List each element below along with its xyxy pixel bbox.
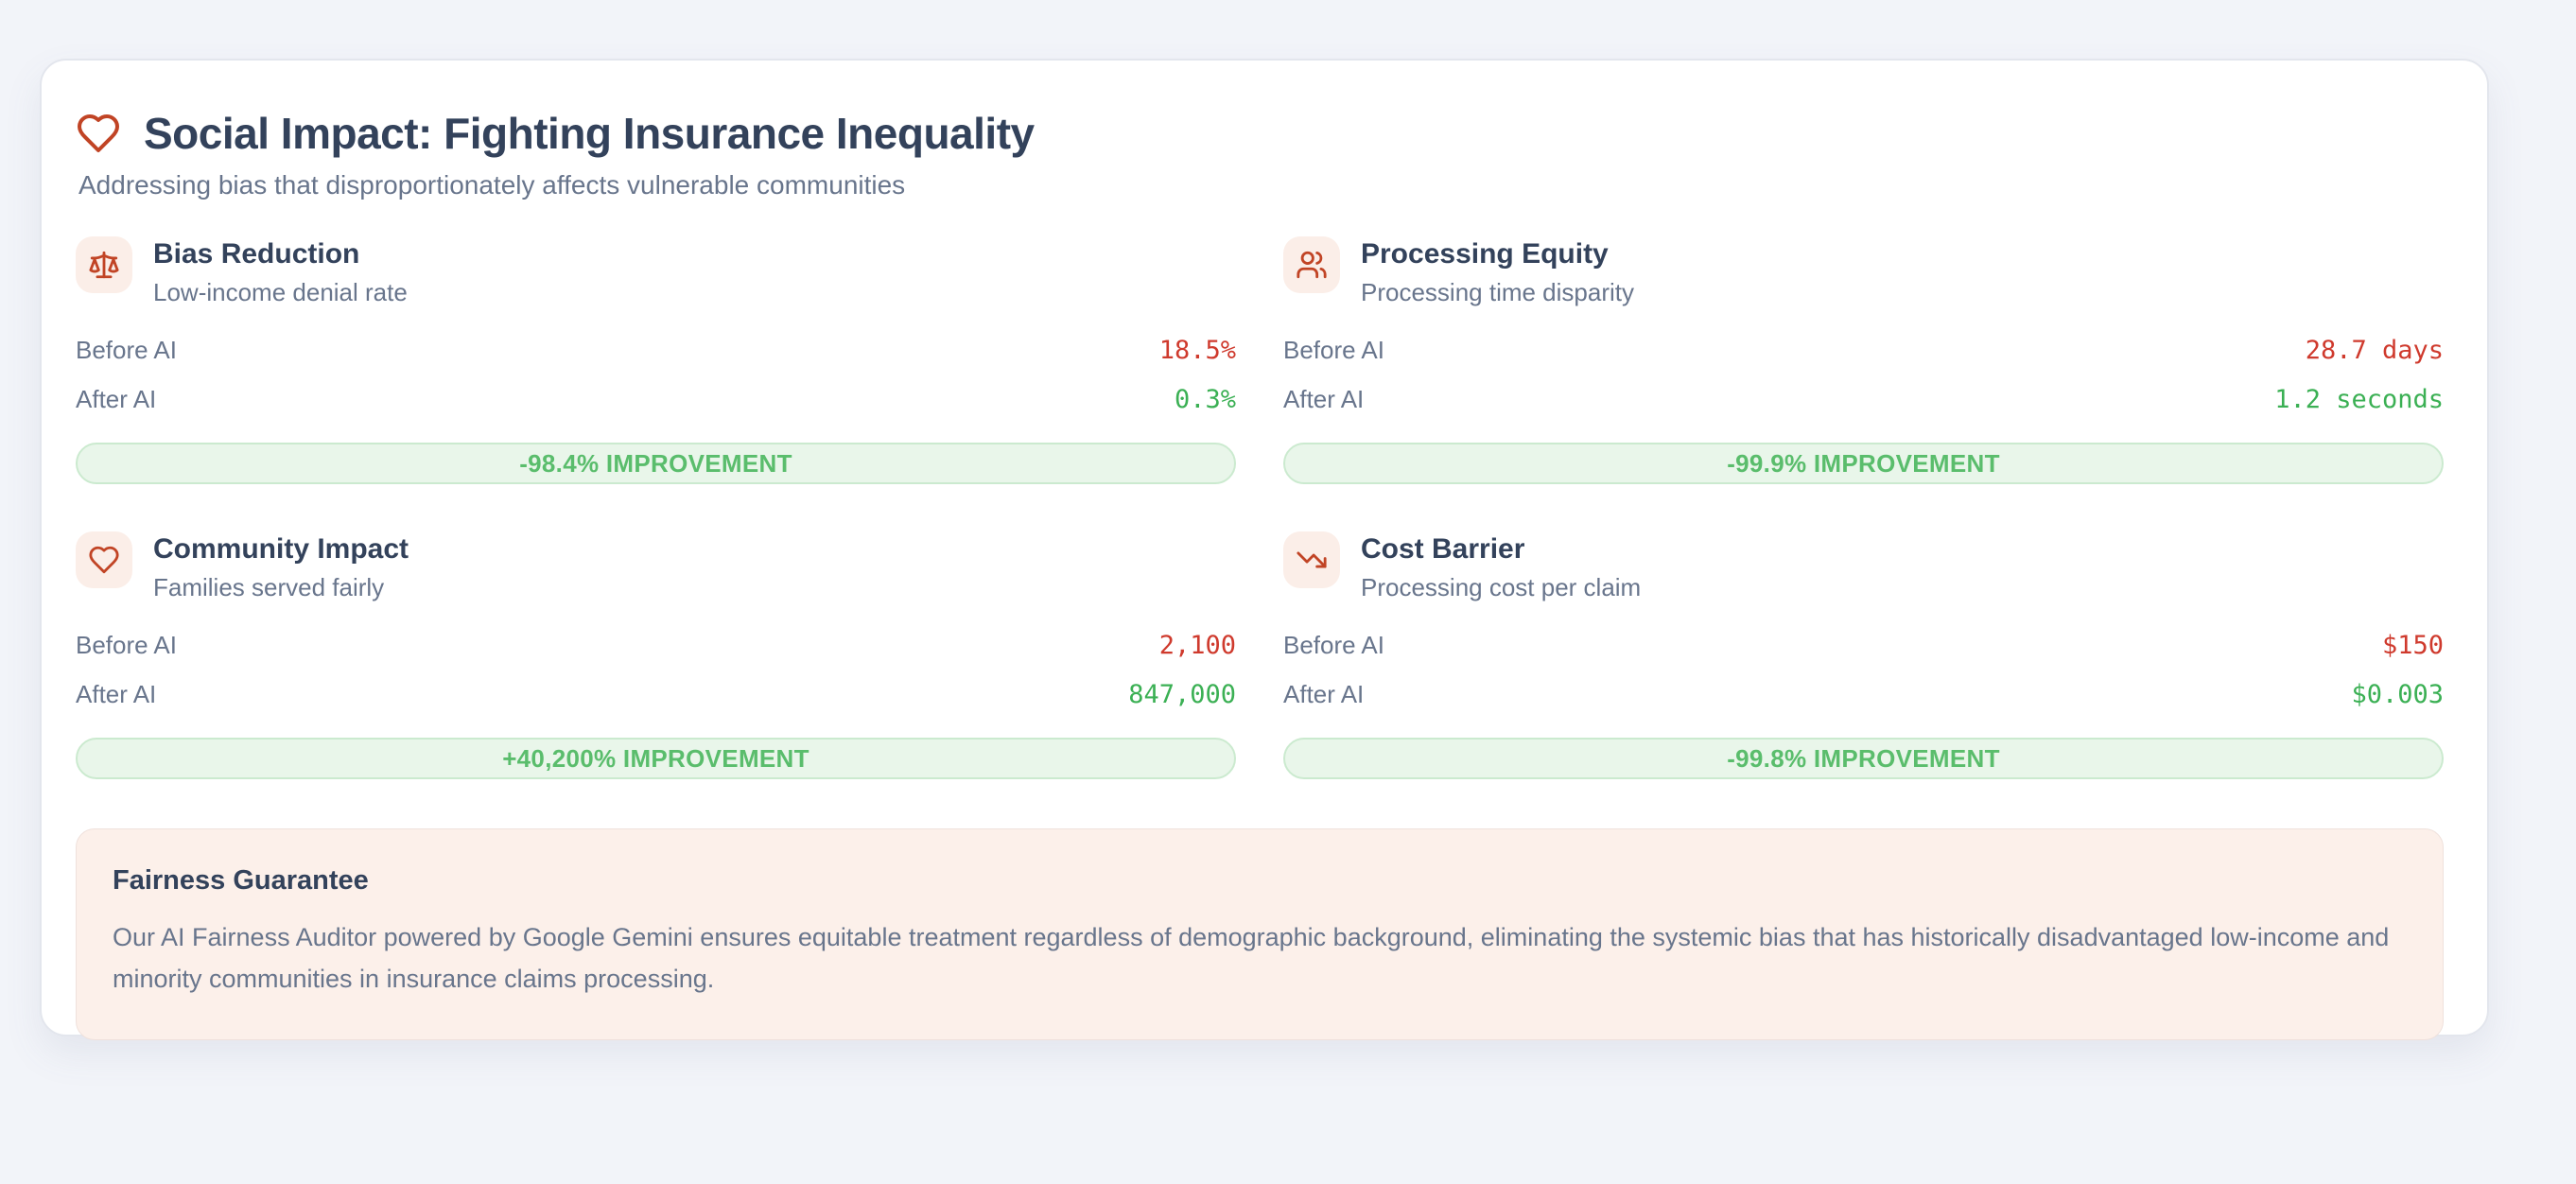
metric-title: Cost Barrier (1361, 533, 1525, 565)
before-value: $150 (2381, 631, 2444, 660)
social-impact-panel: Social Impact: Fighting Insurance Inequa… (40, 59, 2489, 1041)
after-value: 0.3% (1174, 385, 1236, 414)
fairness-guarantee-panel: Fairness Guarantee Our AI Fairness Audit… (76, 828, 2444, 1041)
after-label: After AI (1283, 680, 1365, 708)
after-row: After AI 1.2 seconds (1283, 385, 2444, 414)
metric-subtitle: Processing cost per claim (1361, 573, 1642, 601)
before-value: 2,100 (1158, 631, 1236, 660)
after-value: 1.2 seconds (2274, 385, 2444, 414)
users-icon (1297, 251, 1327, 279)
improvement-badge: -98.4% IMPROVEMENT (76, 443, 1236, 484)
metric-subtitle: Low-income denial rate (153, 278, 408, 306)
before-label: Before AI (1283, 631, 1384, 659)
after-label: After AI (76, 680, 157, 708)
page-title: Social Impact: Fighting Insurance Inequa… (144, 109, 1035, 158)
improvement-badge: +40,200% IMPROVEMENT (76, 738, 1236, 779)
metric-card-cost-barrier: Cost Barrier Processing cost per claim B… (1283, 531, 2444, 779)
after-label: After AI (1283, 385, 1365, 413)
before-row: Before AI $150 (1283, 631, 2444, 660)
after-value: 847,000 (1128, 680, 1236, 709)
before-label: Before AI (76, 336, 177, 364)
heart-icon (89, 546, 119, 574)
metric-subtitle: Processing time disparity (1361, 278, 1634, 306)
metric-header: Processing Equity Processing time dispar… (1283, 236, 2444, 307)
metric-title: Community Impact (153, 533, 409, 565)
before-row: Before AI 28.7 days (1283, 336, 2444, 365)
after-row: After AI 0.3% (76, 385, 1236, 414)
after-row: After AI $0.003 (1283, 680, 2444, 709)
icon-tile (76, 531, 132, 588)
heart-icon (78, 114, 119, 152)
metric-rows: Before AI 2,100 After AI 847,000 (76, 631, 1236, 709)
before-row: Before AI 2,100 (76, 631, 1236, 660)
metric-rows: Before AI 28.7 days After AI 1.2 seconds (1283, 336, 2444, 414)
fairness-title: Fairness Guarantee (113, 865, 369, 896)
icon-tile (76, 236, 132, 293)
before-label: Before AI (76, 631, 177, 659)
before-value: 28.7 days (2305, 336, 2444, 365)
before-row: Before AI 18.5% (76, 336, 1236, 365)
panel-header: Social Impact: Fighting Insurance Inequa… (76, 108, 2444, 159)
metric-rows: Before AI $150 After AI $0.003 (1283, 631, 2444, 709)
metrics-grid: Bias Reduction Low-income denial rate Be… (76, 236, 2444, 779)
metric-header: Cost Barrier Processing cost per claim (1283, 531, 2444, 602)
icon-tile (1283, 531, 1340, 588)
improvement-badge: -99.8% IMPROVEMENT (1283, 738, 2444, 779)
metric-card-processing-equity: Processing Equity Processing time dispar… (1283, 236, 2444, 484)
after-label: After AI (76, 385, 157, 413)
improvement-badge: -99.9% IMPROVEMENT (1283, 443, 2444, 484)
fairness-body: Our AI Fairness Auditor powered by Googl… (113, 923, 2390, 993)
trending-down-icon (1297, 551, 1327, 568)
metric-subtitle: Families served fairly (153, 573, 385, 601)
icon-tile (1283, 236, 1340, 293)
before-label: Before AI (1283, 336, 1384, 364)
page-subtitle: Addressing bias that disproportionately … (78, 170, 906, 200)
metric-card-bias-reduction: Bias Reduction Low-income denial rate Be… (76, 236, 1236, 484)
before-value: 18.5% (1158, 336, 1236, 365)
metric-header: Community Impact Families served fairly (76, 531, 1236, 602)
metric-card-community-impact: Community Impact Families served fairly … (76, 531, 1236, 779)
scale-icon (89, 251, 119, 279)
after-row: After AI 847,000 (76, 680, 1236, 709)
metric-header: Bias Reduction Low-income denial rate (76, 236, 1236, 307)
metric-title: Processing Equity (1361, 238, 1609, 270)
metric-rows: Before AI 18.5% After AI 0.3% (76, 336, 1236, 414)
metric-title: Bias Reduction (153, 238, 360, 270)
after-value: $0.003 (2351, 680, 2444, 709)
